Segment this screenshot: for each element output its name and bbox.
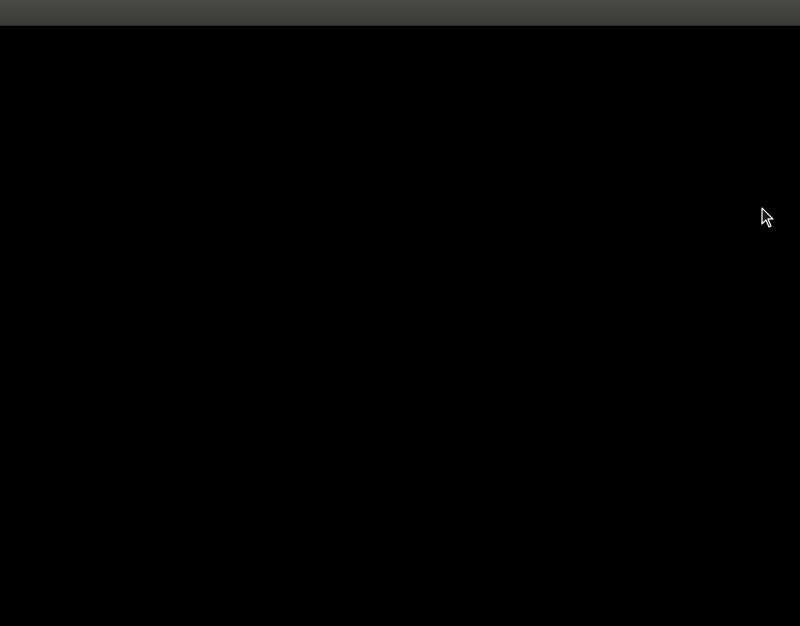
- inscribed-circle: [291, 217, 509, 435]
- geometry-scene: [0, 26, 800, 626]
- window-title: [0, 0, 800, 26]
- title-bar[interactable]: [0, 0, 800, 26]
- outer-rectangle: [183, 109, 618, 544]
- mouse-pointer-icon: [761, 207, 774, 228]
- drawing-canvas[interactable]: [0, 26, 800, 626]
- circumscribed-circle: [183, 109, 618, 544]
- inscribed-triangle: [212, 109, 589, 435]
